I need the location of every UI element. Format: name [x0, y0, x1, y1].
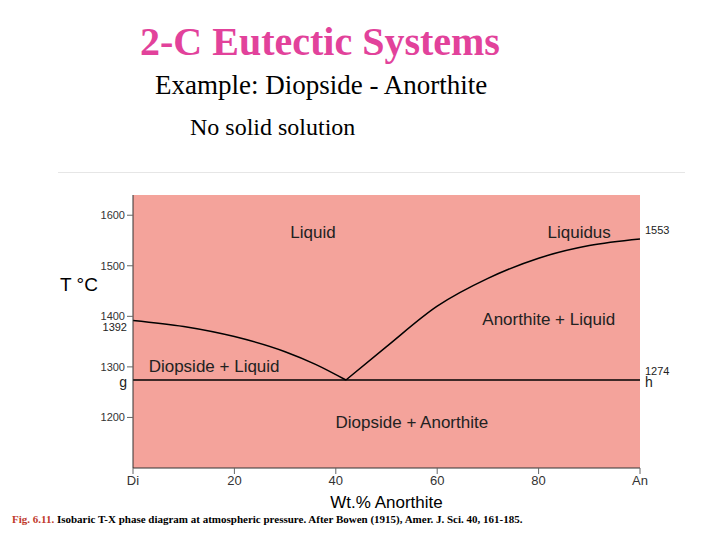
svg-text:1392: 1392 — [103, 321, 127, 333]
svg-text:1553: 1553 — [645, 224, 669, 236]
svg-text:1500: 1500 — [101, 260, 125, 272]
svg-text:Di: Di — [127, 473, 139, 488]
svg-text:60: 60 — [430, 473, 444, 488]
svg-text:40: 40 — [329, 473, 343, 488]
html-text:Fig. 6.11. Isobaric T-X phase: Fig. 6.11. Isobaric T-X phase diagram at… — [12, 513, 523, 525]
svg-text:20: 20 — [227, 473, 241, 488]
svg-text:Liquidus: Liquidus — [547, 223, 610, 242]
svg-text:g: g — [119, 374, 127, 390]
svg-text:Diopside + Anorthite: Diopside + Anorthite — [336, 413, 489, 432]
html-text:T °C: T °C — [60, 274, 98, 295]
svg-text:An: An — [632, 473, 648, 488]
svg-text:Anorthite + Liquid: Anorthite + Liquid — [482, 310, 615, 329]
svg-text:1400: 1400 — [101, 310, 125, 322]
html-text:No solid solution: No solid solution — [190, 114, 356, 140]
svg-text:h: h — [645, 374, 653, 390]
svg-text:80: 80 — [531, 473, 545, 488]
svg-text:1600: 1600 — [101, 209, 125, 221]
html-text:Example: Diopside - Anorthite: Example: Diopside - Anorthite — [155, 70, 488, 100]
svg-text:Liquid: Liquid — [290, 223, 335, 242]
svg-text:1274: 1274 — [645, 365, 670, 377]
svg-text:Wt.% Anorthite: Wt.% Anorthite — [330, 493, 442, 508]
svg-text:1200: 1200 — [101, 411, 125, 423]
svg-text:Diopside + Liquid: Diopside + Liquid — [149, 357, 280, 376]
svg-text:1300: 1300 — [101, 361, 125, 373]
html-text:2-C Eutectic Systems: 2-C Eutectic Systems — [140, 19, 500, 64]
